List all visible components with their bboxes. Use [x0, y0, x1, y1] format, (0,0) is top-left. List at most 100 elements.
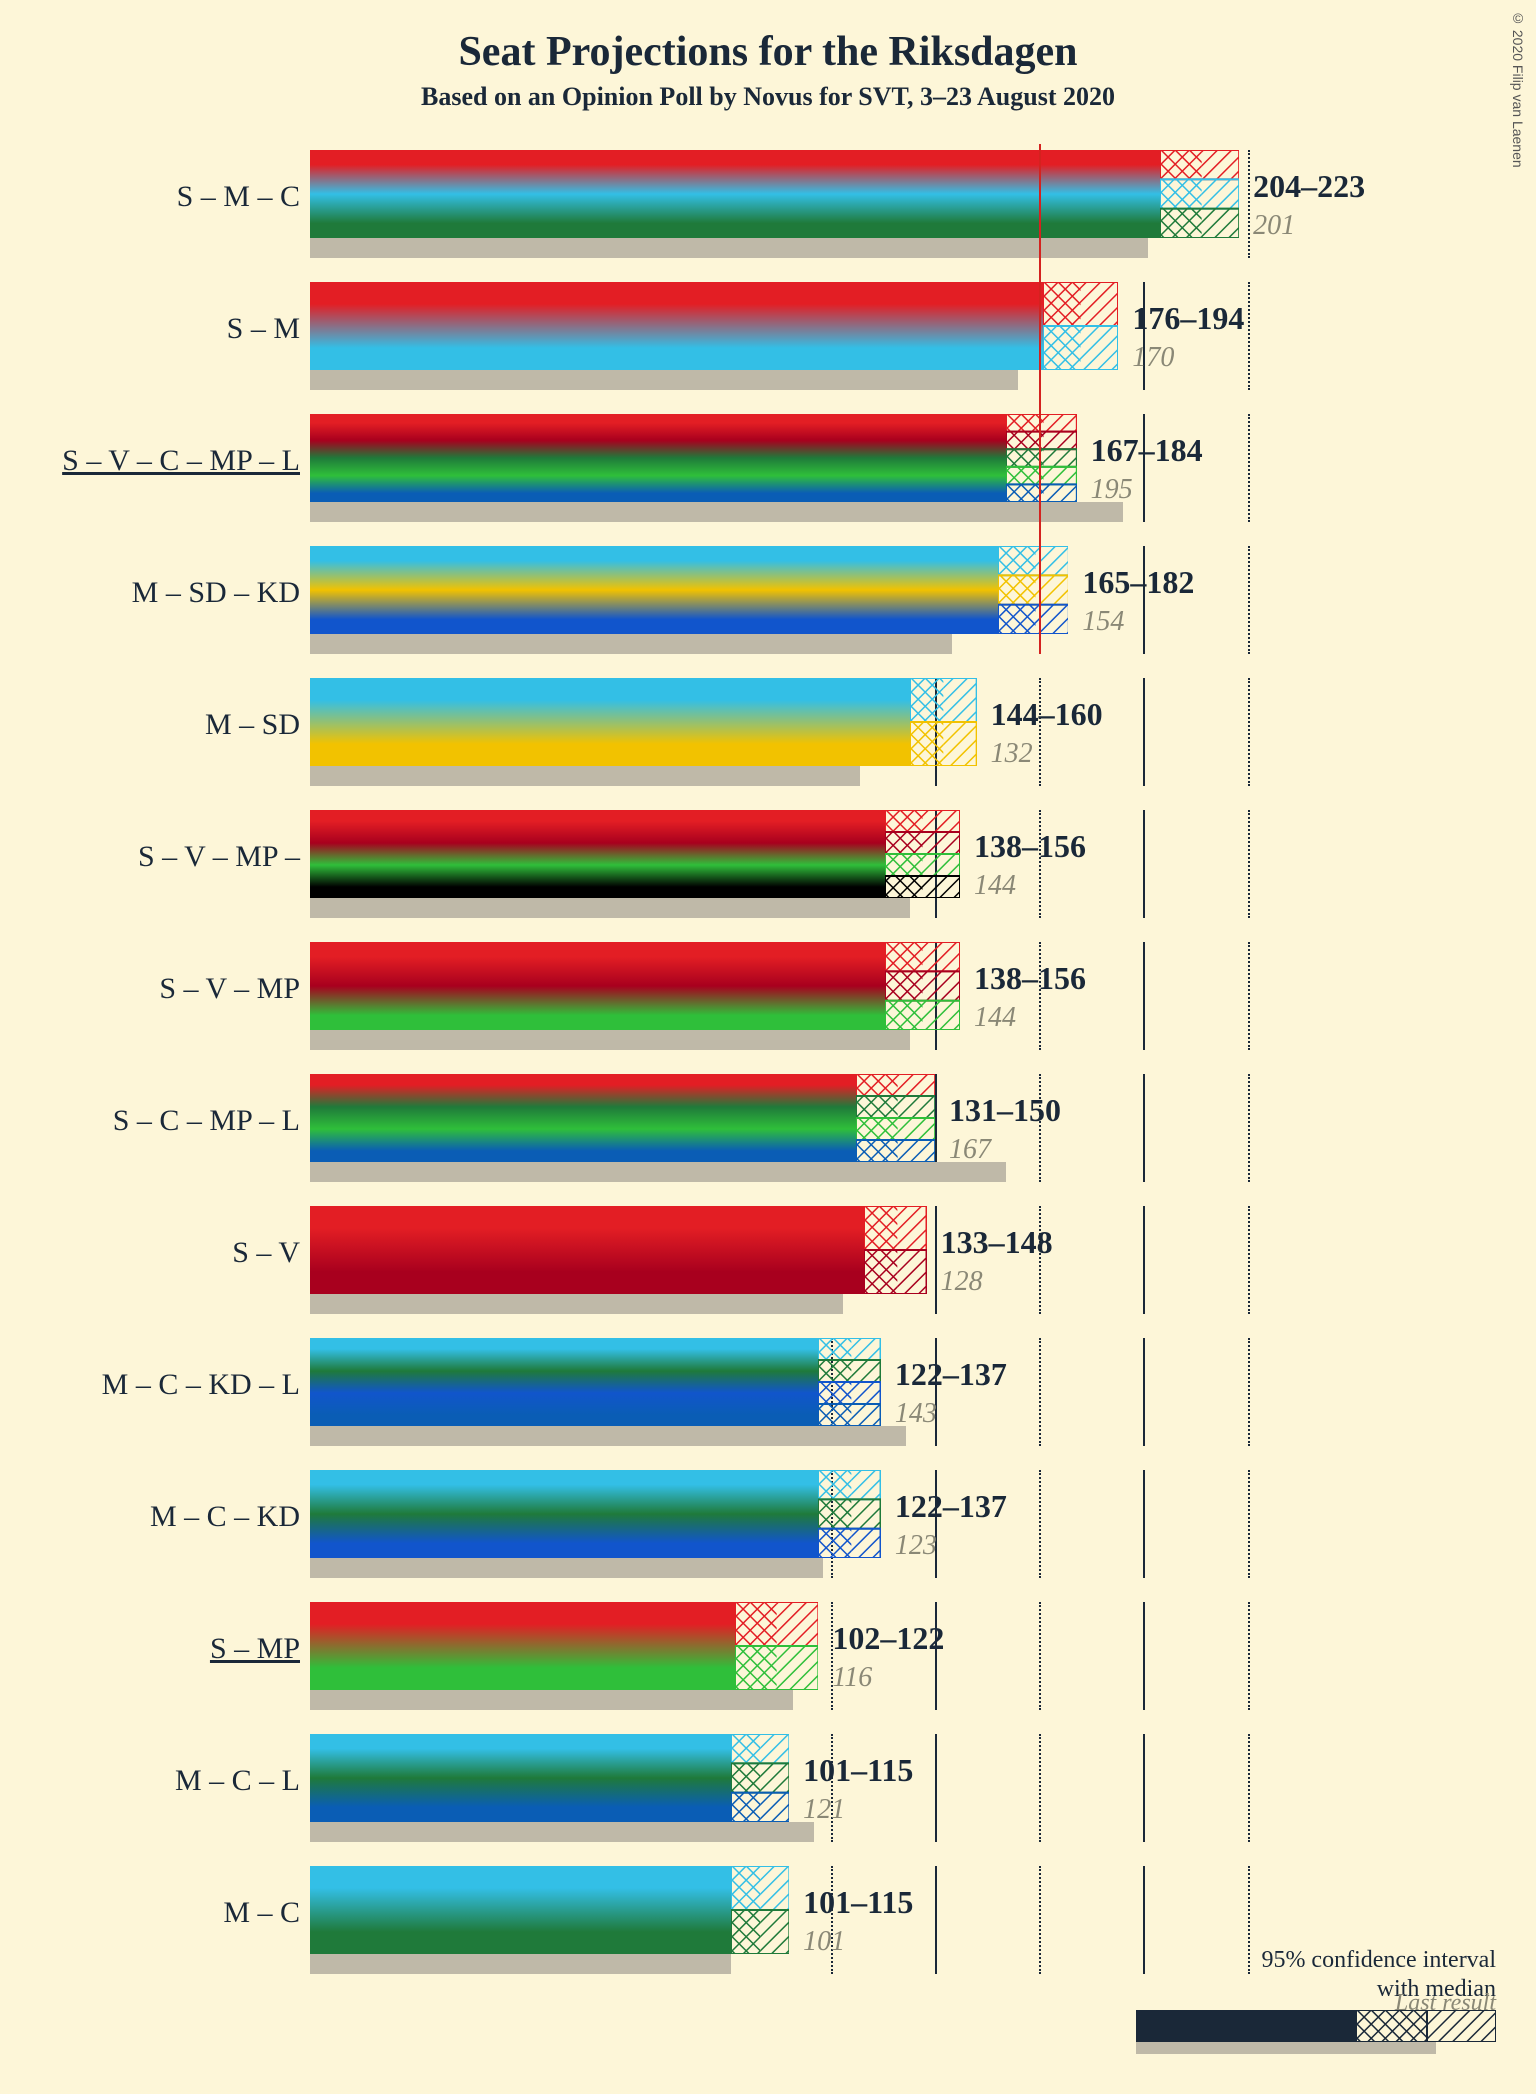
value-last: 154	[1082, 606, 1124, 638]
value-range: 167–184	[1091, 432, 1203, 469]
bar-solid	[310, 810, 885, 898]
coalition-row: S – V – MP –138–156144	[310, 810, 1310, 920]
bar-solid	[310, 1602, 735, 1690]
coalition-label: M – SD	[10, 708, 300, 742]
bar-solid	[310, 1338, 818, 1426]
legend-solid-bar	[1136, 2010, 1356, 2042]
chart-area: S – M – C204–223201S – M176–194170S – V …	[310, 150, 1310, 2050]
bar-solid	[310, 546, 998, 634]
coalition-label: S – V – C – MP – L	[10, 444, 300, 478]
value-last: 170	[1132, 342, 1174, 374]
bar-confidence-interval	[818, 1470, 881, 1558]
bar-solid	[310, 150, 1160, 238]
bar-confidence-interval	[818, 1338, 881, 1426]
coalition-label: M – C	[10, 1896, 300, 1930]
value-last: 143	[895, 1398, 937, 1430]
bar-confidence-interval	[998, 546, 1069, 634]
value-last: 201	[1253, 210, 1295, 242]
bar-confidence-interval	[910, 678, 977, 766]
bar-last-result	[310, 1030, 910, 1050]
coalition-label: S – V – MP	[10, 972, 300, 1006]
bar-solid	[310, 414, 1006, 502]
bar-confidence-interval	[1160, 150, 1239, 238]
coalition-row: S – M176–194170	[310, 282, 1310, 392]
value-last: 121	[803, 1794, 845, 1826]
bar-solid	[310, 1734, 731, 1822]
value-last: 116	[832, 1662, 872, 1694]
legend-ci-line1: 95% confidence interval	[1261, 1947, 1496, 1973]
coalition-row: S – V133–148128	[310, 1206, 1310, 1316]
value-range: 165–182	[1082, 564, 1194, 601]
value-range: 138–156	[974, 960, 1086, 997]
coalition-row: M – C – KD – L122–137143	[310, 1338, 1310, 1448]
value-range: 133–148	[941, 1224, 1053, 1261]
bar-last-result	[310, 502, 1123, 522]
coalition-label: M – C – KD	[10, 1500, 300, 1534]
value-last: 132	[991, 738, 1033, 770]
bar-solid	[310, 1206, 864, 1294]
majority-threshold-line	[1039, 144, 1041, 654]
bar-confidence-interval	[885, 942, 960, 1030]
coalition-row: S – MP102–122116	[310, 1602, 1310, 1712]
coalition-label: M – C – KD – L	[10, 1368, 300, 1402]
chart-title: Seat Projections for the Riksdagen	[0, 0, 1536, 76]
bar-solid	[310, 1866, 731, 1954]
bar-last-result	[310, 898, 910, 918]
coalition-row: M – SD144–160132	[310, 678, 1310, 788]
value-range: 144–160	[991, 696, 1103, 733]
value-range: 176–194	[1132, 300, 1244, 337]
bar-solid	[310, 1074, 856, 1162]
value-last: 123	[895, 1530, 937, 1562]
bar-last-result	[310, 1162, 1006, 1182]
value-last: 101	[803, 1926, 845, 1958]
legend-last-bar	[1136, 2042, 1436, 2054]
bar-confidence-interval	[1043, 282, 1118, 370]
coalition-label: S – MP	[10, 1632, 300, 1666]
value-range: 122–137	[895, 1356, 1007, 1393]
bar-confidence-interval	[885, 810, 960, 898]
bar-confidence-interval	[864, 1206, 927, 1294]
value-last: 128	[941, 1266, 983, 1298]
bar-last-result	[310, 370, 1018, 390]
bar-solid	[310, 1470, 818, 1558]
value-last: 167	[949, 1134, 991, 1166]
value-last: 144	[974, 1002, 1016, 1034]
value-range: 101–115	[803, 1884, 913, 1921]
value-last: 144	[974, 870, 1016, 902]
bar-solid	[310, 678, 910, 766]
coalition-row: M – SD – KD165–182154	[310, 546, 1310, 656]
copyright-text: © 2020 Filip van Laenen	[1510, 10, 1526, 168]
bar-last-result	[310, 1690, 793, 1710]
bar-last-result	[310, 1426, 906, 1446]
coalition-row: M – C – KD122–137123	[310, 1470, 1310, 1580]
coalition-label: M – C – L	[10, 1764, 300, 1798]
bar-confidence-interval	[735, 1602, 818, 1690]
bar-confidence-interval	[1006, 414, 1077, 502]
bar-confidence-interval	[856, 1074, 935, 1162]
bar-confidence-interval	[731, 1866, 789, 1954]
legend: 95% confidence interval with median	[1136, 1946, 1496, 2054]
legend-last-label: Last result	[1395, 1990, 1496, 2017]
coalition-label: S – V	[10, 1236, 300, 1270]
bar-solid	[310, 282, 1043, 370]
bar-last-result	[310, 1954, 731, 1974]
coalition-label: S – M – C	[10, 180, 300, 214]
bar-last-result	[310, 634, 952, 654]
coalition-row: S – V – C – MP – L167–184195	[310, 414, 1310, 524]
value-range: 122–137	[895, 1488, 1007, 1525]
coalition-row: S – M – C204–223201	[310, 150, 1310, 260]
coalition-row: S – V – MP138–156144	[310, 942, 1310, 1052]
bar-last-result	[310, 766, 860, 786]
bar-last-result	[310, 1294, 843, 1314]
chart-subtitle: Based on an Opinion Poll by Novus for SV…	[0, 76, 1536, 112]
coalition-label: S – V – MP –	[10, 840, 300, 874]
bar-last-result	[310, 238, 1148, 258]
value-range: 131–150	[949, 1092, 1061, 1129]
value-range: 102–122	[832, 1620, 944, 1657]
value-last: 195	[1091, 474, 1133, 506]
value-range: 138–156	[974, 828, 1086, 865]
coalition-label: M – SD – KD	[10, 576, 300, 610]
bar-last-result	[310, 1558, 823, 1578]
bar-last-result	[310, 1822, 814, 1842]
coalition-label: S – C – MP – L	[10, 1104, 300, 1138]
